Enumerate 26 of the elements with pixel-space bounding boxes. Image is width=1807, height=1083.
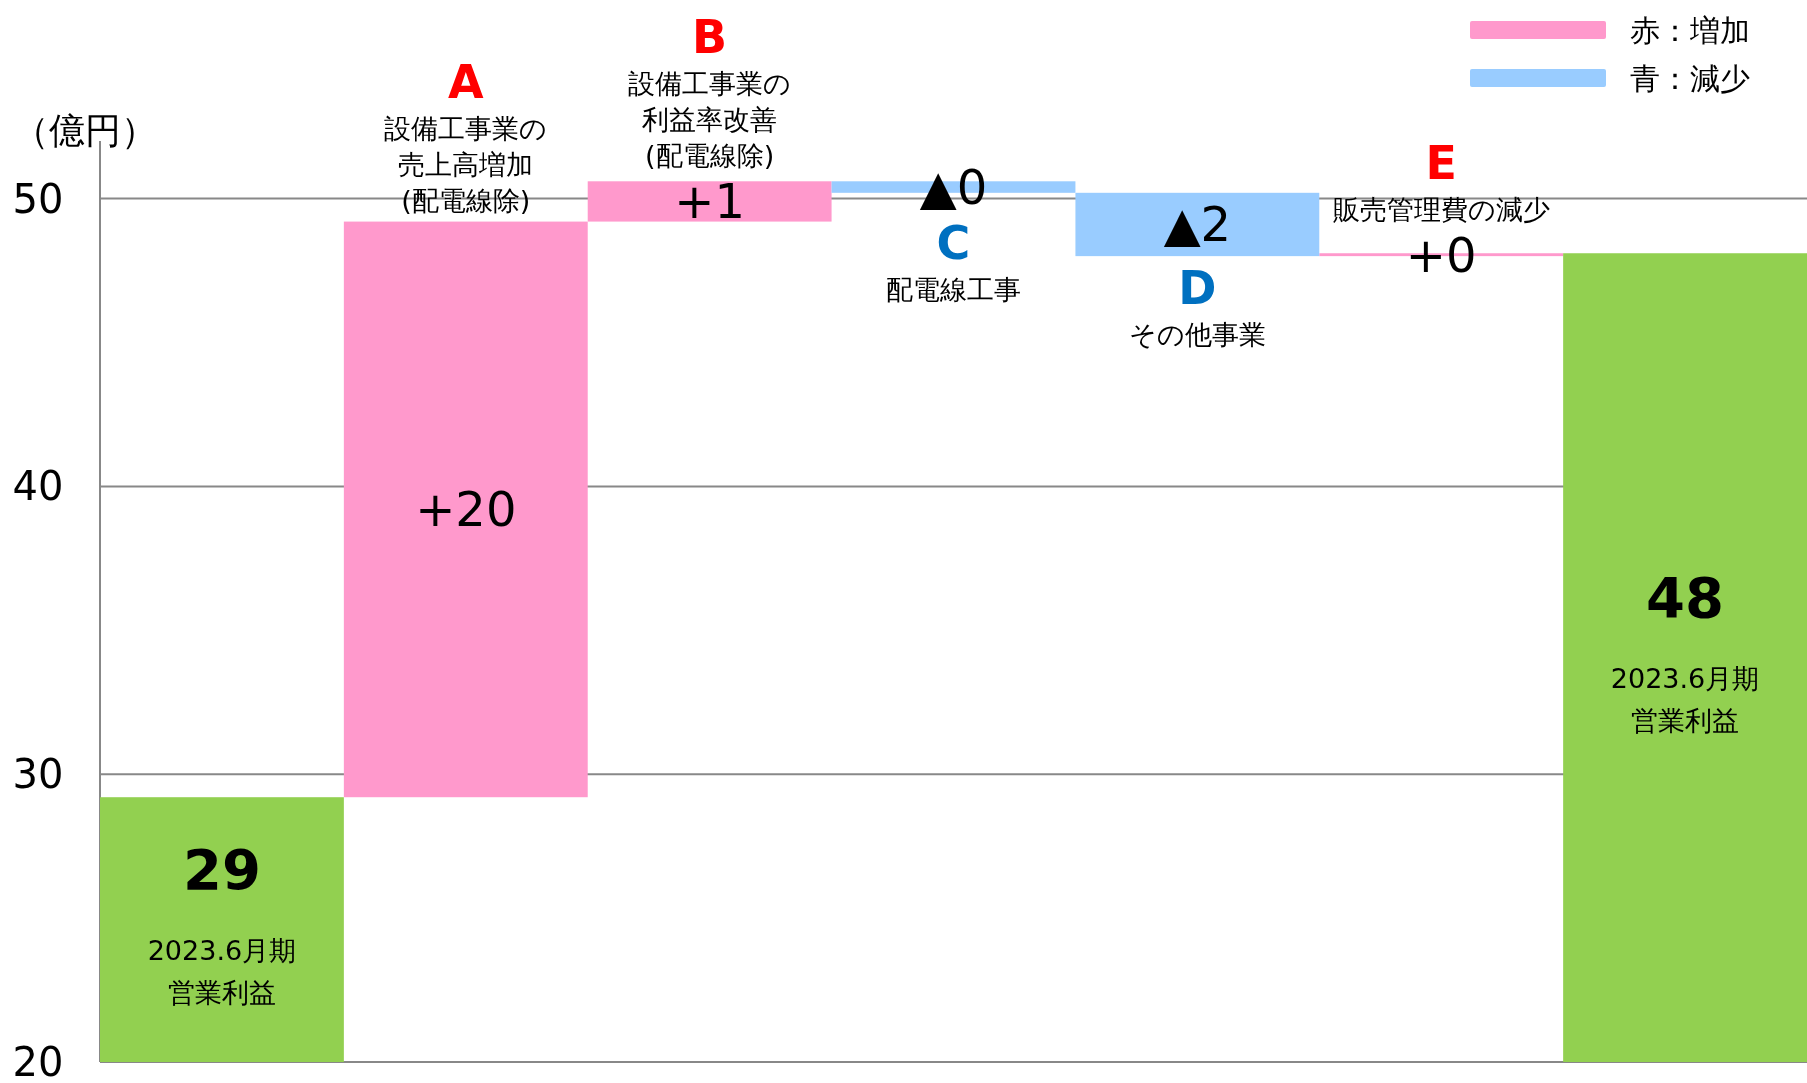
y-tick-label: 40 bbox=[12, 463, 64, 510]
x-tick-label: 設備工事業の利益率改善(配電線除) bbox=[628, 67, 792, 171]
x-tick-label: 2023.6月期営業利益 bbox=[147, 934, 297, 1008]
data-label: +20 bbox=[415, 481, 517, 538]
x-tick-label: 設備工事業の売上高増加(配電線除) bbox=[384, 112, 548, 216]
text: B bbox=[692, 10, 728, 65]
y-tick-label: 50 bbox=[12, 175, 64, 222]
legend-label: 青：減少 bbox=[1630, 60, 1750, 96]
data-label: 29 bbox=[182, 837, 261, 903]
y-tick-label: 30 bbox=[12, 751, 64, 798]
annotation: C bbox=[936, 216, 971, 271]
x-tick-label: その他事業 bbox=[1128, 318, 1266, 350]
x-tick-label: 2023.6月期営業利益 bbox=[1610, 662, 1760, 736]
data-label: ▲2 bbox=[1163, 196, 1232, 253]
annotation: E bbox=[1425, 135, 1457, 190]
data-label: +1 bbox=[674, 173, 746, 230]
data-label: +0 bbox=[1405, 226, 1477, 283]
data-label: 48 bbox=[1646, 565, 1725, 631]
legend-label: 赤：増加 bbox=[1630, 12, 1750, 48]
data-label: ▲0 bbox=[919, 159, 988, 216]
text: A bbox=[447, 54, 484, 109]
x-tick-label: 配電線工事 bbox=[886, 273, 1021, 305]
x-tick-label: 販売管理費の減少 bbox=[1332, 193, 1550, 225]
annotation: D bbox=[1178, 261, 1217, 316]
y-axis-title: （億円） bbox=[13, 109, 157, 151]
y-tick-label: 20 bbox=[12, 1039, 64, 1083]
